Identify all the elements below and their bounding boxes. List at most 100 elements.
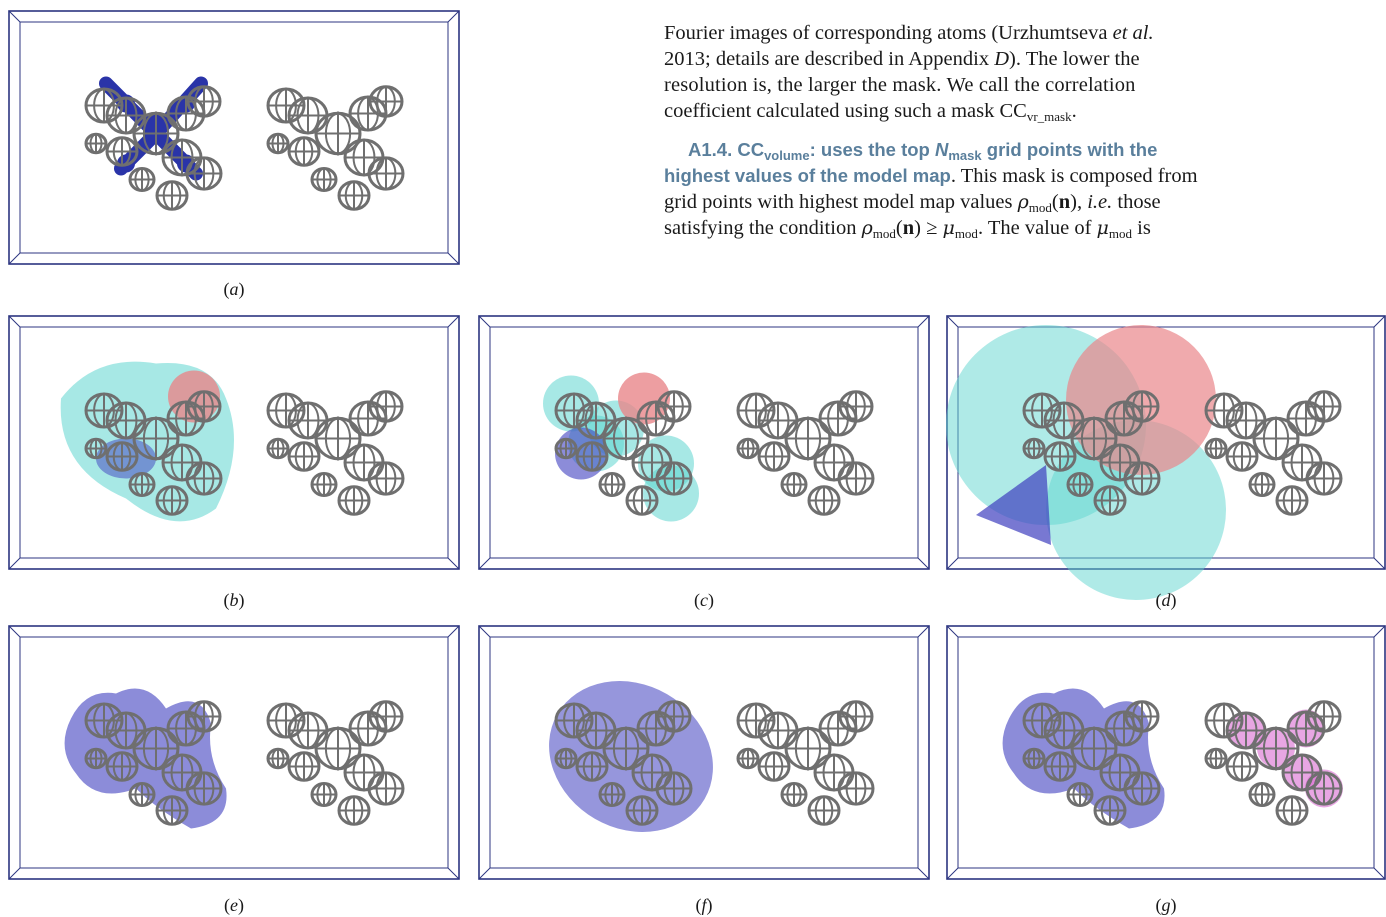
- panel-caption-b: (b): [223, 590, 245, 610]
- density-mesh-right: [1204, 390, 1343, 516]
- text-span: those: [1112, 191, 1161, 213]
- frame-corner: [478, 557, 491, 570]
- frame-corner: [8, 10, 21, 23]
- frame-corner: [8, 625, 21, 638]
- density-mesh-left: [84, 700, 223, 826]
- panel-caption-f: (f): [695, 895, 713, 915]
- text-span: grid points with the: [981, 139, 1158, 160]
- text-span: . This mask is composed from: [950, 165, 1198, 187]
- frame-corner: [8, 557, 21, 570]
- frame-corner: [447, 867, 460, 880]
- panel-caption-g: (g): [1155, 895, 1177, 915]
- text-span: satisfying the condition: [664, 217, 862, 239]
- text-line-7: grid points with highest model map value…: [664, 191, 1161, 215]
- figure-panel-f: [478, 625, 930, 880]
- density-mesh-left: [554, 700, 693, 826]
- text-span: is: [1132, 217, 1151, 239]
- frame-corner: [478, 867, 491, 880]
- figure-panel-e: [8, 625, 460, 880]
- nitrogen-wedge: [976, 465, 1051, 545]
- text-span: grid points with highest model map value…: [664, 191, 1018, 213]
- density-mesh-right: [736, 700, 875, 826]
- frame-corner: [8, 252, 21, 265]
- large-sphere: [1046, 420, 1226, 600]
- frame-corner: [478, 315, 491, 328]
- frame-corner: [1373, 867, 1386, 880]
- frame-corner: [946, 625, 959, 638]
- text-span: et al.: [1112, 22, 1154, 44]
- geq-symbol: ≥: [920, 217, 943, 239]
- text-line-6: highest values of the model map. This ma…: [664, 163, 1198, 189]
- frame-corner: [447, 252, 460, 265]
- frame-corner: [1373, 315, 1386, 328]
- subscript: volume: [764, 148, 810, 163]
- text-span: . The value of: [977, 217, 1097, 239]
- text-line-3: resolution is, the larger the mask. We c…: [664, 74, 1136, 96]
- section-heading-continued: highest values of the model map: [664, 165, 951, 186]
- panel-inner-frame: [19, 21, 449, 254]
- frame-corner: [946, 867, 959, 880]
- text-span: coefficient calculated using such a mask…: [664, 100, 1027, 122]
- rho-symbol: ρ: [1017, 191, 1029, 213]
- caption-letter: f: [701, 895, 707, 915]
- density-mesh-right: [266, 390, 405, 516]
- caption-letter: a: [229, 279, 239, 299]
- panel-frame: [8, 10, 460, 265]
- caption-letter: d: [1161, 590, 1171, 610]
- text-line-4: coefficient calculated using such a mask…: [664, 98, 1077, 124]
- mu-symbol: μ: [1096, 217, 1109, 239]
- density-mesh-right: [266, 700, 405, 826]
- text-span: Fourier images of corresponding atoms (U…: [664, 22, 1113, 44]
- density-mesh-right: [266, 85, 405, 211]
- panel-inner-frame: [19, 636, 449, 869]
- panel-inner-frame: [489, 326, 919, 559]
- panel-frame: [478, 315, 930, 570]
- density-mesh-right: [736, 390, 875, 516]
- subscript: mask: [948, 148, 982, 163]
- density-mesh-left: [84, 85, 223, 211]
- density-mesh-left: [84, 390, 223, 516]
- caption-letter: b: [229, 590, 239, 610]
- frame-corner: [447, 625, 460, 638]
- panel-caption-c: (c): [694, 590, 714, 610]
- text-span: ). The lower the: [1009, 48, 1140, 70]
- figure-panel-a: [8, 10, 460, 265]
- figure-svg-f: [478, 625, 930, 880]
- frame-corner: [447, 315, 460, 328]
- figure-svg-e: [8, 625, 460, 880]
- density-mesh-right: [1204, 700, 1343, 826]
- frame-corner: [917, 625, 930, 638]
- text-span: 2013; details are described in Appendix: [664, 48, 995, 70]
- figure-svg-g: [946, 625, 1386, 880]
- text-line-2: 2013; details are described in Appendix …: [664, 46, 1140, 72]
- mu-symbol: μ: [942, 217, 955, 239]
- text-line-8: satisfying the condition ρmod(n) ≥ μmod.…: [664, 217, 1151, 241]
- density-mesh-left: [554, 390, 693, 516]
- caption-letter: c: [700, 590, 708, 610]
- density-mesh-left: [1022, 390, 1161, 516]
- figure-svg-d: [946, 315, 1386, 600]
- subscript: mod: [1108, 226, 1133, 241]
- panel-caption-a: (a): [223, 279, 245, 299]
- figure-svg-a: [8, 10, 460, 265]
- text-line-1: Fourier images of corresponding atoms (U…: [664, 20, 1154, 46]
- frame-corner: [946, 315, 959, 328]
- figure-svg-b: [8, 315, 460, 570]
- figure-panel-g: [946, 625, 1386, 880]
- section-heading: A1.4. CCvolume: uses the top Nmask grid …: [688, 137, 1157, 163]
- frame-corner: [917, 867, 930, 880]
- frame-corner: [478, 625, 491, 638]
- text-span: A1.4. CC: [688, 139, 765, 160]
- text-span: .: [1071, 100, 1077, 122]
- panel-inner-frame: [957, 636, 1375, 869]
- figure-panel-c: [478, 315, 930, 570]
- panel-caption-e: (e): [224, 895, 244, 915]
- frame-corner: [1373, 557, 1386, 570]
- caption-letter: g: [1161, 895, 1171, 915]
- bold-n: n: [902, 217, 915, 239]
- subscript: mod: [954, 226, 978, 241]
- frame-corner: [917, 557, 930, 570]
- subscript: mod: [872, 226, 896, 241]
- frame-corner: [1373, 625, 1386, 638]
- frame-corner: [946, 557, 959, 570]
